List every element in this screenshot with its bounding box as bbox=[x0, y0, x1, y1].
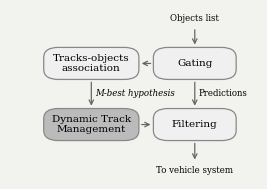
Text: Tracks-objects
association: Tracks-objects association bbox=[53, 54, 129, 73]
Text: M-best hypothesis: M-best hypothesis bbox=[96, 89, 175, 98]
FancyBboxPatch shape bbox=[153, 108, 236, 141]
Text: Dynamic Track
Management: Dynamic Track Management bbox=[52, 115, 131, 134]
Text: Objects list: Objects list bbox=[170, 14, 219, 23]
FancyBboxPatch shape bbox=[44, 47, 139, 79]
Text: To vehicle system: To vehicle system bbox=[156, 166, 233, 175]
Text: Filtering: Filtering bbox=[172, 120, 218, 129]
FancyBboxPatch shape bbox=[44, 108, 139, 141]
FancyBboxPatch shape bbox=[153, 47, 236, 79]
Text: Predictions: Predictions bbox=[199, 89, 248, 98]
Text: Gating: Gating bbox=[177, 59, 213, 68]
